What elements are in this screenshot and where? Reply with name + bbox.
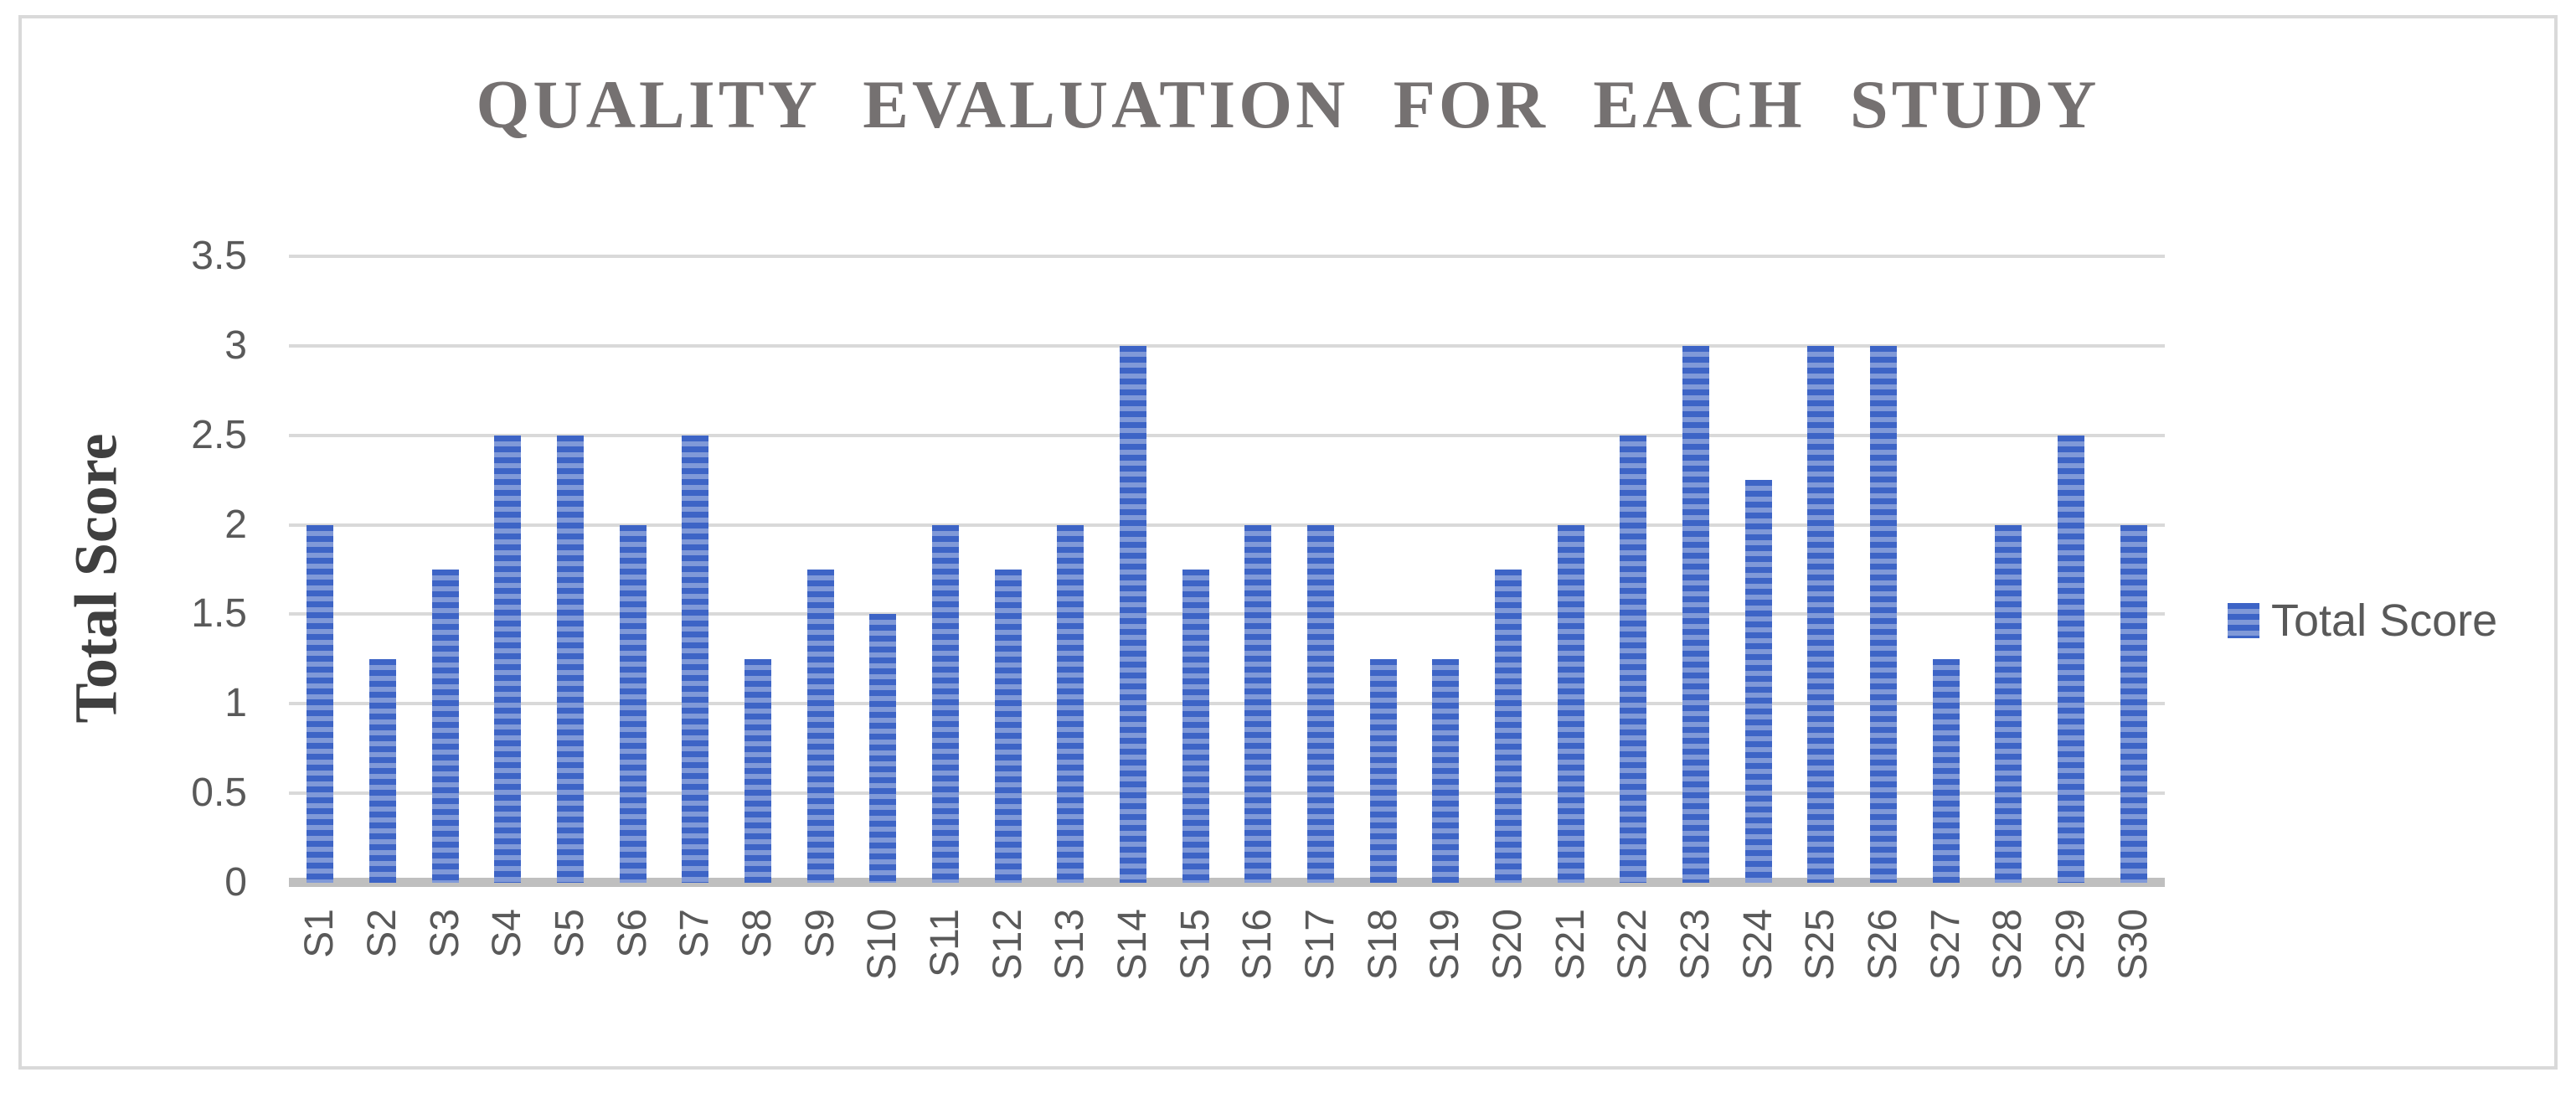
legend: Total Score — [2228, 595, 2497, 647]
x-tick-label-S16: S16 — [1235, 909, 1280, 981]
y-tick-label-0: 0 — [224, 860, 247, 905]
bar-S23 — [1682, 345, 1709, 883]
x-tick-label-S4: S4 — [485, 909, 530, 958]
bar-S4 — [494, 435, 522, 883]
x-tick-label-S1: S1 — [297, 909, 343, 958]
x-tick-label-S7: S7 — [672, 909, 718, 958]
x-tick-label-S30: S30 — [2110, 909, 2156, 981]
x-tick-label-S28: S28 — [1986, 909, 2031, 981]
bar-S9 — [806, 570, 834, 883]
gridline-y-1.5 — [289, 612, 2165, 616]
x-tick-label-S18: S18 — [1360, 909, 1405, 981]
x-tick-label-S3: S3 — [422, 909, 467, 958]
bar-S22 — [1620, 435, 1647, 883]
bar-S1 — [307, 524, 334, 883]
y-tick-label-2: 2 — [224, 502, 247, 547]
x-tick-label-S17: S17 — [1298, 909, 1342, 981]
x-tick-label-S22: S22 — [1610, 909, 1656, 981]
gridline-y-1 — [289, 702, 2165, 706]
bar-S8 — [744, 658, 771, 883]
x-tick-label-S5: S5 — [548, 909, 592, 958]
bar-S27 — [1932, 658, 1960, 883]
x-tick-label-S14: S14 — [1110, 909, 1155, 981]
bar-S20 — [1495, 570, 1522, 883]
x-tick-label-S9: S9 — [797, 909, 842, 958]
x-tick-label-S26: S26 — [1861, 909, 1905, 981]
x-tick-label-S25: S25 — [1798, 909, 1843, 981]
bar-S6 — [619, 524, 647, 883]
y-tick-label-1.5: 1.5 — [191, 591, 247, 637]
bar-S21 — [1557, 524, 1584, 883]
gridline-y-2 — [289, 523, 2165, 527]
bar-S13 — [1057, 524, 1084, 883]
x-axis-line — [289, 878, 2165, 887]
x-tick-label-S21: S21 — [1548, 909, 1593, 981]
gridline-y-0.5 — [289, 791, 2165, 796]
legend-marker-swatch — [2228, 603, 2259, 638]
bar-S2 — [369, 658, 396, 883]
bar-S14 — [1120, 345, 1146, 883]
bar-S25 — [1807, 345, 1835, 883]
x-tick-label-S29: S29 — [2048, 909, 2093, 981]
y-tick-label-0.5: 0.5 — [191, 771, 247, 816]
x-tick-label-S11: S11 — [923, 909, 967, 977]
bar-S19 — [1432, 658, 1460, 883]
bar-S7 — [682, 435, 709, 883]
bar-S15 — [1182, 570, 1209, 883]
y-tick-label-3.5: 3.5 — [191, 234, 247, 278]
x-tick-label-S23: S23 — [1673, 909, 1718, 981]
bar-S29 — [2058, 435, 2084, 883]
x-tick-label-S13: S13 — [1048, 909, 1093, 981]
plot-area — [289, 255, 2165, 887]
y-axis-title-text: Total Score — [62, 432, 130, 724]
y-tick-label-2.5: 2.5 — [191, 412, 247, 457]
x-tick-label-S15: S15 — [1172, 909, 1218, 981]
chart-title: QUALITY EVALUATION FOR EACH STUDY — [476, 66, 2100, 142]
gridline-y-3 — [289, 343, 2165, 348]
legend-label: Total Score — [2271, 595, 2498, 646]
bar-S28 — [1995, 524, 2022, 883]
bar-S18 — [1369, 658, 1397, 883]
x-tick-label-S12: S12 — [985, 909, 1030, 981]
bar-S10 — [869, 614, 897, 883]
bar-S3 — [431, 570, 459, 883]
bar-S11 — [932, 524, 959, 883]
x-tick-label-S8: S8 — [735, 909, 780, 958]
bar-S17 — [1307, 524, 1334, 883]
x-tick-label-S6: S6 — [610, 909, 655, 958]
bar-S16 — [1244, 524, 1272, 883]
bar-S5 — [557, 435, 584, 883]
gridline-y-3.5 — [289, 255, 2165, 258]
bar-S30 — [2120, 524, 2147, 883]
bar-S12 — [994, 570, 1022, 883]
gridline-y-2.5 — [289, 433, 2165, 437]
x-tick-label-S10: S10 — [860, 909, 905, 981]
bar-S24 — [1744, 480, 1772, 883]
x-tick-label-S19: S19 — [1423, 909, 1468, 981]
x-tick-label-S2: S2 — [360, 909, 404, 958]
x-tick-label-S20: S20 — [1486, 909, 1530, 981]
y-tick-label-1: 1 — [224, 681, 247, 726]
x-tick-label-S24: S24 — [1735, 909, 1780, 981]
x-tick-label-S27: S27 — [1923, 909, 1968, 981]
y-tick-label-3: 3 — [224, 322, 247, 368]
bar-S26 — [1870, 345, 1897, 883]
